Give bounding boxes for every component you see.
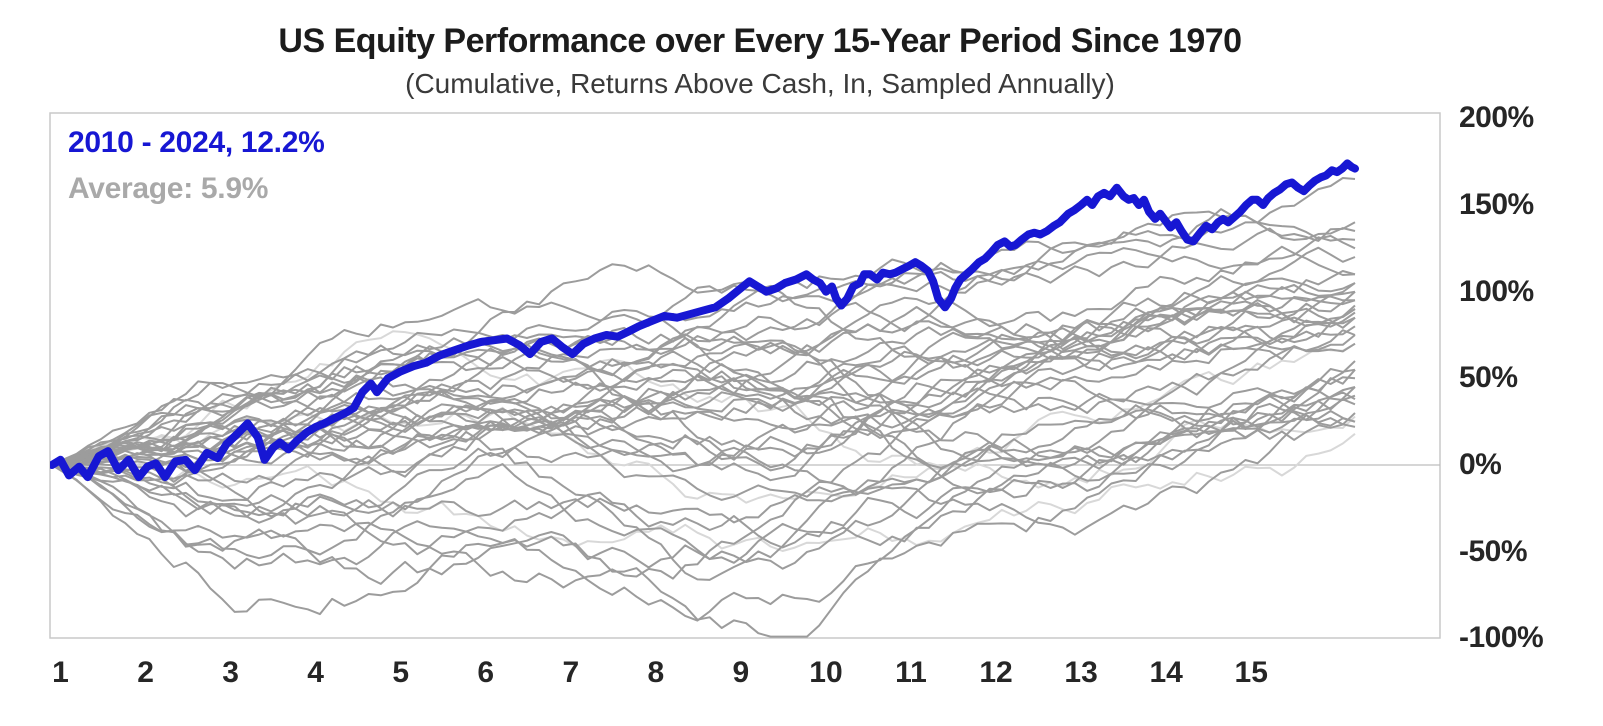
period-line (51, 227, 1356, 466)
y-tick-label: 200% (1459, 101, 1534, 135)
period-line (51, 177, 1356, 466)
x-tick-label: 15 (1234, 656, 1268, 689)
period-line (51, 342, 1356, 504)
period-line (51, 277, 1356, 472)
y-tick-label: 100% (1459, 274, 1534, 308)
legend-highlight-period: 2010 - 2024, 12.2% (68, 126, 325, 159)
y-tick-label: 50% (1459, 361, 1518, 395)
period-line (51, 311, 1356, 581)
x-tick-label: 10 (809, 656, 843, 689)
x-tick-label: 6 (477, 656, 495, 689)
period-line (51, 298, 1356, 466)
period-line (51, 347, 1356, 466)
period-line (51, 433, 1356, 552)
x-tick-label: 9 (732, 656, 750, 689)
period-line (51, 263, 1356, 466)
x-tick-label: 5 (392, 656, 410, 689)
x-tick-label: 1 (52, 656, 69, 689)
chart-subtitle: (Cumulative, Returns Above Cash, In, Sam… (405, 68, 1115, 99)
x-tick-label: 4 (307, 656, 324, 689)
period-line (51, 376, 1356, 524)
legend-average-label: Average: 5.9% (68, 172, 269, 205)
x-tick-label: 11 (895, 656, 927, 689)
x-tick-label: 7 (562, 656, 580, 689)
period-line (51, 398, 1356, 501)
x-tick-label: 14 (1149, 656, 1183, 689)
chart-title: US Equity Performance over Every 15-Year… (278, 22, 1242, 60)
y-tick-label: -50% (1459, 534, 1528, 568)
x-tick-label: 8 (647, 656, 665, 689)
plot-frame (49, 112, 1441, 639)
period-line (51, 334, 1356, 560)
period-line (51, 412, 1356, 570)
period-line (51, 368, 1356, 495)
period-line (51, 402, 1356, 585)
x-tick-label: 13 (1064, 656, 1098, 689)
y-tick-label: 150% (1459, 188, 1534, 221)
period-line (51, 330, 1356, 489)
period-line (51, 307, 1356, 482)
period-line (51, 208, 1356, 518)
y-tick-label: -100% (1459, 621, 1544, 655)
background-series-light (51, 330, 1356, 552)
x-tick-label: 2 (137, 656, 154, 689)
period-line (51, 304, 1356, 589)
period-line (51, 369, 1356, 638)
period-line (51, 221, 1356, 466)
x-tick-label: 12 (979, 656, 1013, 689)
x-tick-label: 3 (222, 656, 239, 689)
y-tick-label: 0% (1459, 448, 1502, 481)
period-line (51, 245, 1356, 466)
highlight-period-line (50, 159, 1359, 482)
